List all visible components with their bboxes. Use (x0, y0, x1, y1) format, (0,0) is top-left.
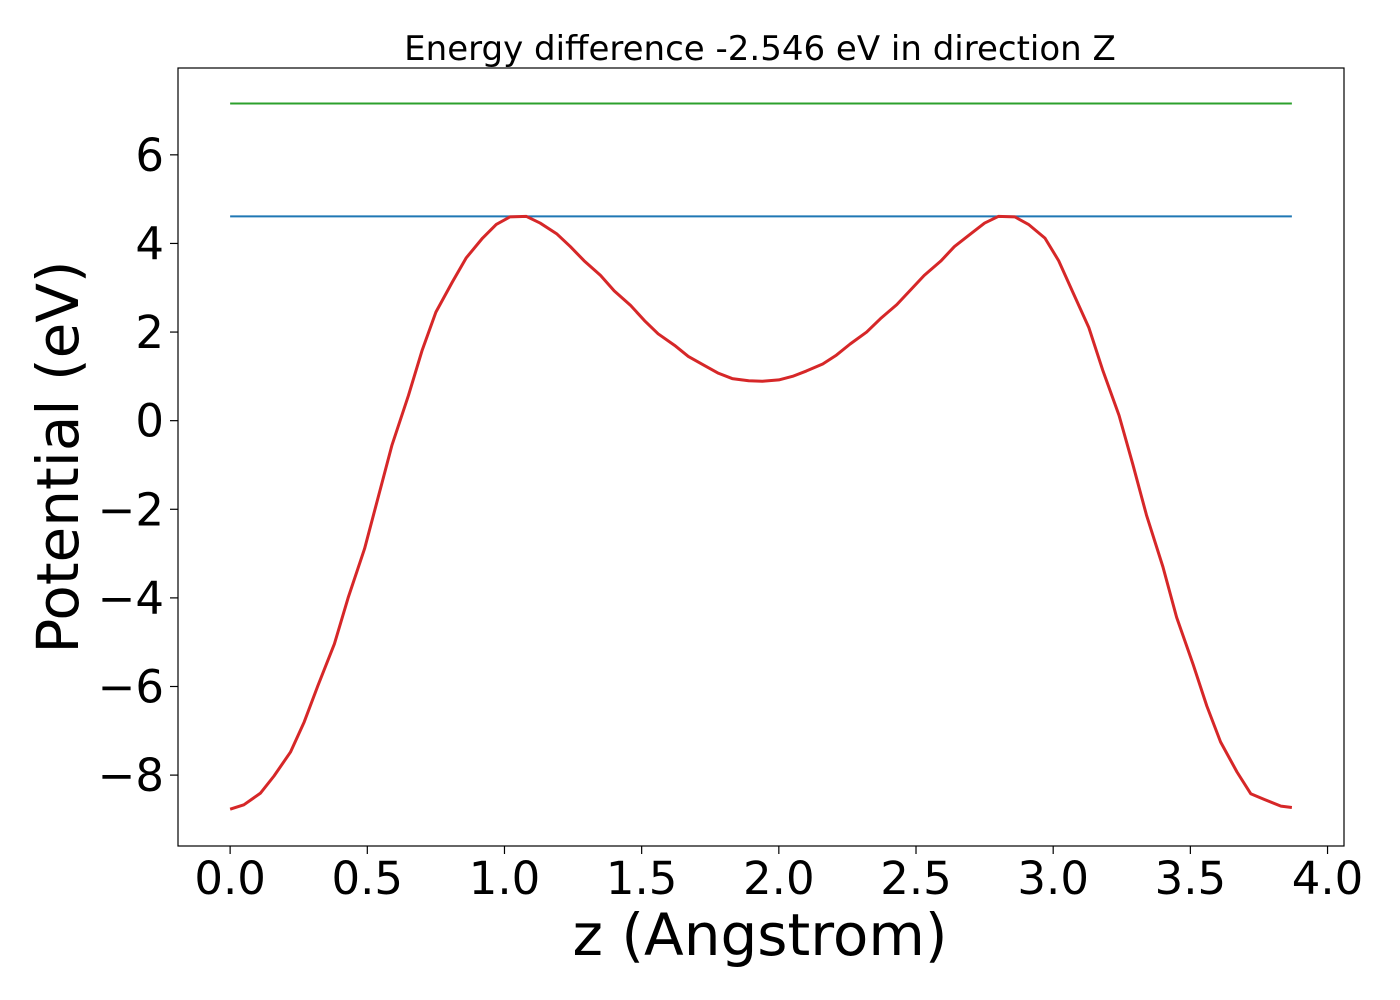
y-axis-label: Potential (eV) (24, 260, 92, 653)
y-tick-label: −4 (98, 572, 164, 625)
x-tick-label: 2.5 (880, 852, 952, 905)
y-tick-label: −6 (98, 661, 164, 714)
series-line-2 (229, 214, 1293, 811)
y-tick-label: −8 (98, 749, 164, 802)
y-tick-label: 2 (135, 306, 164, 359)
y-tick-label: −2 (98, 483, 164, 536)
x-tick-label: 3.5 (1155, 852, 1227, 905)
y-axis-ticks: −8 −6 −4 −2 0 2 4 6 (98, 129, 178, 802)
x-tick-label: 0.5 (332, 852, 404, 905)
x-tick-label: 3.0 (1017, 852, 1089, 905)
y-tick-label: 4 (135, 217, 164, 270)
y-tick-label: 0 (135, 395, 164, 448)
chart-title: Energy difference -2.546 eV in direction… (404, 29, 1116, 69)
x-tick-label: 2.0 (743, 852, 815, 905)
plot-area-frame (177, 67, 1345, 847)
x-tick-label: 1.5 (606, 852, 678, 905)
x-axis-label: z (Angstrom) (573, 901, 948, 969)
series-layer (229, 102, 1293, 811)
x-tick-label: 1.0 (469, 852, 541, 905)
x-tick-label: 4.0 (1292, 852, 1364, 905)
x-axis-ticks: 0.0 0.5 1.0 1.5 2.0 2.5 3.0 3.5 4.0 (194, 846, 1363, 905)
x-tick-label: 0.0 (194, 852, 266, 905)
y-tick-label: 6 (135, 129, 164, 182)
